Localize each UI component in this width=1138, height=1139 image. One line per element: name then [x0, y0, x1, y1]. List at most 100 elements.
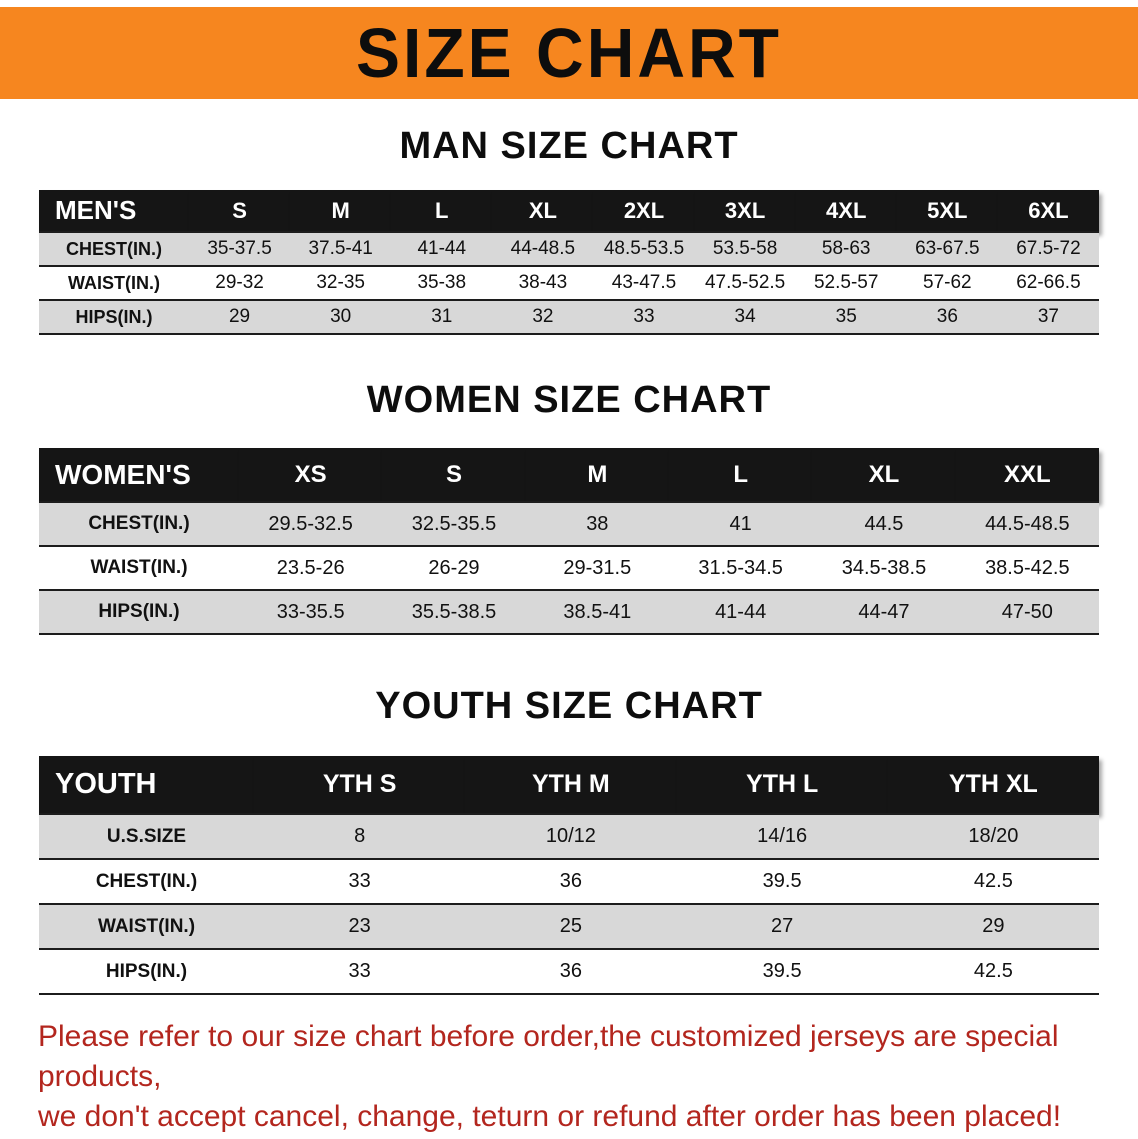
data-cell: 36	[559, 870, 582, 892]
data-cell: 62-66.5	[1016, 272, 1081, 293]
data-cell: 29-32	[215, 272, 264, 293]
table-row: WAIST(IN.) 23 25 27 29	[39, 904, 1099, 949]
data-cell: 39.5	[762, 960, 802, 982]
table-row: WAIST(IN.) 23.5-26 26-29 29-31.5 31.5-34.5 34…	[39, 546, 1099, 590]
data-cell: 36	[559, 960, 582, 982]
data-cell: 23	[254, 904, 466, 949]
data-cell: 33-35.5	[239, 590, 383, 634]
youth-group-label: YOUTH	[39, 756, 254, 814]
men-size-column-header: S	[189, 190, 291, 232]
data-cell: 37.5-41	[290, 232, 392, 266]
data-cell: 38-43	[518, 272, 568, 293]
men-size-column-header: 5XL	[896, 190, 998, 232]
data-cell: 35	[795, 300, 897, 334]
data-cell: 32-35	[316, 272, 365, 293]
data-cell: 29	[887, 904, 1099, 949]
women-group-label: WOMEN'S	[39, 448, 239, 502]
banner: SIZE CHART	[0, 7, 1138, 99]
data-cell: 44-48.5	[492, 232, 594, 266]
men-header-row: MEN'S S M L XL 2XL 3XL 4XL 5XL 6XL	[39, 190, 1099, 232]
row-label: CHEST(IN.)	[95, 870, 198, 892]
data-cell: 26-29	[428, 556, 480, 579]
women-size-chart-heading: WOMEN SIZE CHART	[366, 379, 772, 421]
women-size-column-header: XXL	[955, 448, 1099, 502]
data-cell: 47-50	[955, 590, 1099, 634]
data-cell: 10/12	[465, 814, 677, 859]
data-cell: 67.5-72	[997, 232, 1099, 266]
data-cell: 43-47.5	[611, 272, 677, 293]
data-cell: 38.5-42.5	[985, 556, 1070, 579]
women-size-column-header: XS	[239, 448, 383, 502]
women-size-column-header: S	[382, 448, 526, 502]
data-cell: 38.5-41	[525, 590, 669, 634]
data-cell: 31	[391, 300, 493, 334]
data-cell: 33	[348, 870, 371, 892]
men-size-column-header: 2XL	[593, 190, 695, 232]
men-size-column-header: M	[290, 190, 392, 232]
page-title: SIZE CHART	[356, 14, 782, 92]
table-row: U.S.SIZE 8 10/12 14/16 18/20	[39, 814, 1099, 859]
charts-container: MAN SIZE CHART MEN'S S M L XL 2XL 3XL 4XL 5XL 6XL C…	[0, 125, 1138, 995]
data-cell: 8	[254, 814, 466, 859]
table-row: CHEST(IN.) 33 36 39.5 42.5	[39, 859, 1099, 904]
men-size-column-header: L	[391, 190, 493, 232]
data-cell: 53.5-58	[694, 232, 796, 266]
youth-header-row: YOUTH YTH S YTH M YTH L YTH XL	[39, 756, 1099, 814]
data-cell: 14/16	[676, 814, 888, 859]
table-row: HIPS(IN.) 33-35.5 35.5-38.5 38.5-41 41-44 44-…	[39, 590, 1099, 634]
data-cell: 29.5-32.5	[239, 502, 383, 546]
data-cell: 42.5	[973, 870, 1013, 892]
notice-line-1: Please refer to our size chart before or…	[38, 1020, 1059, 1093]
data-cell: 37	[997, 300, 1099, 334]
data-cell: 23.5-26	[276, 556, 345, 579]
row-label: WAIST(IN.)	[39, 904, 254, 949]
women-size-table: WOMEN'S XS S M L XL XXL CHEST(IN.) 29.5-32.5 32.5…	[39, 448, 1099, 635]
women-header-row: WOMEN'S XS S M L XL XXL	[39, 448, 1099, 502]
data-cell: 63-67.5	[896, 232, 998, 266]
data-cell: 41	[668, 502, 813, 546]
women-size-chart-section: WOMEN SIZE CHART WOMEN'S XS S M L XL XXL CHEST(I…	[0, 379, 1138, 635]
youth-size-column-header: YTH L	[676, 756, 888, 814]
data-cell: 57-62	[923, 272, 972, 293]
data-cell: 38	[525, 502, 669, 546]
table-row: WAIST(IN.) 29-32 32-35 35-38 38-43 43-47.5 47.…	[39, 266, 1099, 300]
row-label: U.S.SIZE	[39, 814, 254, 859]
data-cell: 36	[896, 300, 998, 334]
women-size-column-header: M	[525, 448, 669, 502]
youth-size-column-header: YTH M	[465, 756, 677, 814]
data-cell: 30	[290, 300, 392, 334]
data-cell: 44-47	[812, 590, 956, 634]
row-label: CHEST(IN.)	[39, 502, 239, 546]
data-cell: 47.5-52.5	[704, 272, 786, 293]
size-chart-page: SIZE CHART MAN SIZE CHART MEN'S S M L XL 2XL 3X…	[0, 7, 1138, 1137]
data-cell: 42.5	[973, 960, 1013, 982]
row-label: HIPS(IN.)	[39, 300, 189, 334]
data-cell: 25	[465, 904, 677, 949]
youth-size-column-header: YTH S	[254, 756, 466, 814]
data-cell: 29-31.5	[563, 556, 632, 579]
data-cell: 18/20	[887, 814, 1099, 859]
data-cell: 41-44	[391, 232, 493, 266]
data-cell: 33	[348, 960, 371, 982]
data-cell: 29	[189, 300, 291, 334]
men-size-chart-section: MAN SIZE CHART MEN'S S M L XL 2XL 3XL 4XL 5XL 6XL C…	[0, 125, 1138, 335]
row-label: WAIST(IN.)	[68, 272, 160, 293]
men-size-column-header: 6XL	[997, 190, 1099, 232]
row-label: CHEST(IN.)	[39, 232, 189, 266]
data-cell: 27	[676, 904, 888, 949]
men-size-column-header: XL	[492, 190, 594, 232]
data-cell: 39.5	[762, 870, 802, 892]
table-row: CHEST(IN.) 29.5-32.5 32.5-35.5 38 41 44.5 44.5…	[39, 502, 1099, 546]
women-size-column-header: L	[668, 448, 813, 502]
data-cell: 35.5-38.5	[382, 590, 526, 634]
data-cell: 33	[593, 300, 695, 334]
data-cell: 41-44	[668, 590, 813, 634]
data-cell: 34	[694, 300, 796, 334]
notice-line-2: we don't accept cancel, change, teturn o…	[38, 1100, 1062, 1133]
data-cell: 32.5-35.5	[382, 502, 526, 546]
data-cell: 48.5-53.5	[593, 232, 695, 266]
row-label: HIPS(IN.)	[105, 960, 188, 982]
data-cell: 32	[492, 300, 594, 334]
youth-size-chart-section: YOUTH SIZE CHART YOUTH YTH S YTH M YTH L YTH …	[0, 685, 1138, 995]
row-label: WAIST(IN.)	[90, 557, 188, 578]
